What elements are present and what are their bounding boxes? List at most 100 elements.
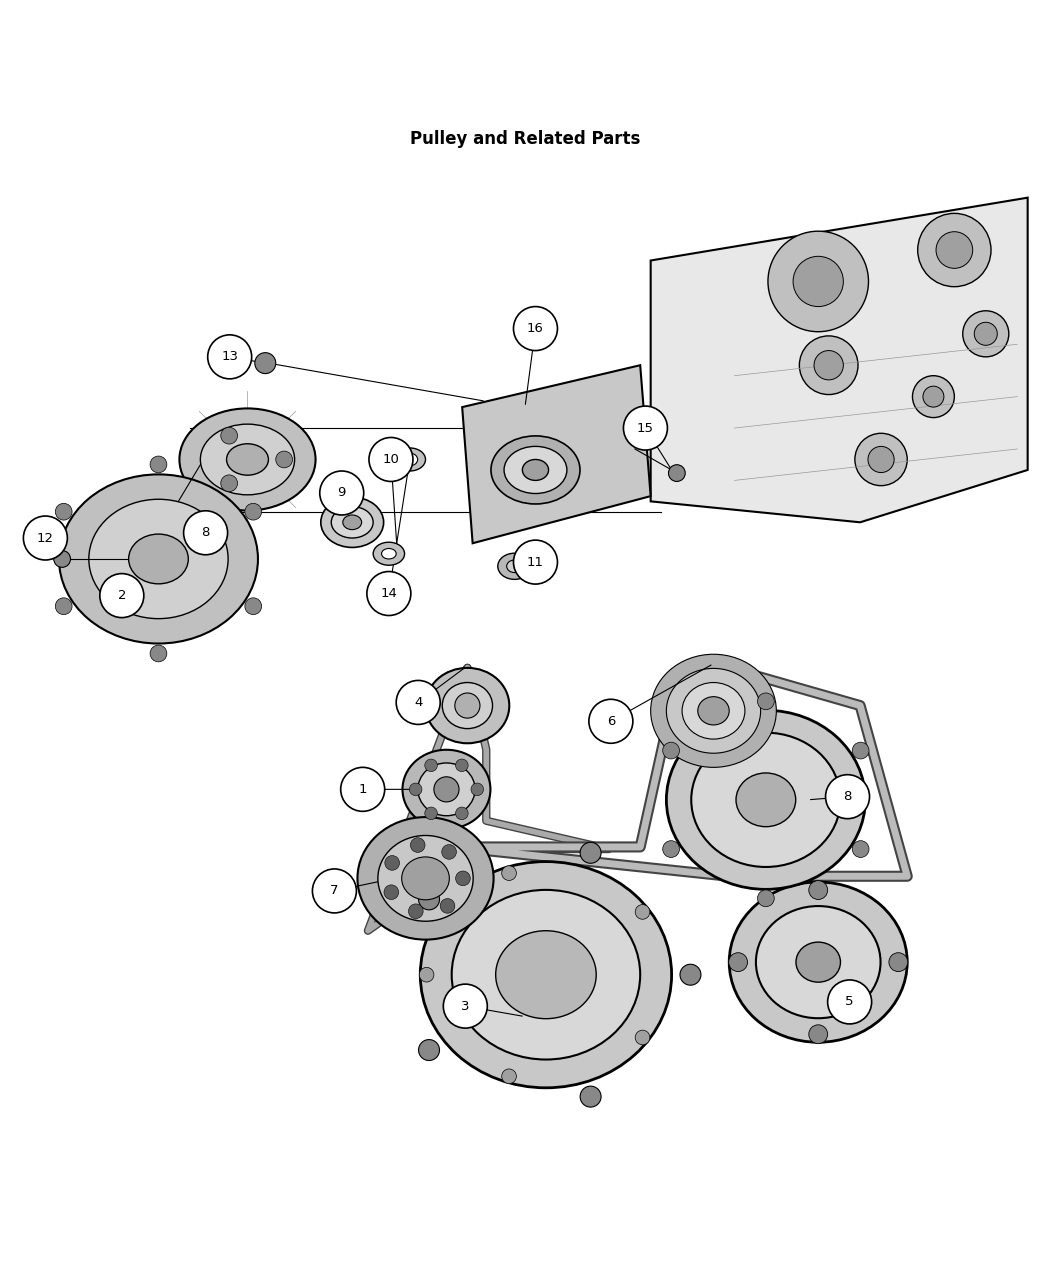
Text: 7: 7: [330, 885, 339, 898]
Ellipse shape: [729, 882, 907, 1042]
Circle shape: [808, 881, 827, 899]
Circle shape: [150, 645, 167, 662]
Ellipse shape: [342, 515, 361, 529]
Ellipse shape: [321, 497, 383, 547]
Circle shape: [974, 323, 998, 346]
Text: 8: 8: [843, 790, 852, 803]
Text: 11: 11: [527, 556, 544, 569]
Ellipse shape: [496, 931, 596, 1019]
Ellipse shape: [498, 553, 531, 579]
Circle shape: [581, 843, 601, 863]
Circle shape: [799, 335, 858, 394]
Circle shape: [889, 952, 908, 972]
Ellipse shape: [418, 762, 475, 816]
Circle shape: [366, 571, 411, 616]
Circle shape: [384, 885, 399, 900]
Text: 8: 8: [202, 527, 210, 539]
Circle shape: [768, 231, 868, 332]
Ellipse shape: [381, 548, 396, 558]
Ellipse shape: [357, 817, 493, 940]
Ellipse shape: [667, 710, 865, 890]
Circle shape: [808, 1025, 827, 1044]
Circle shape: [635, 1030, 650, 1044]
Ellipse shape: [373, 542, 404, 565]
Circle shape: [54, 551, 70, 567]
Ellipse shape: [227, 444, 269, 476]
Ellipse shape: [129, 534, 188, 584]
Circle shape: [635, 904, 650, 919]
Circle shape: [502, 1068, 517, 1084]
Text: 14: 14: [380, 586, 397, 601]
Circle shape: [581, 1086, 601, 1107]
Circle shape: [410, 783, 422, 796]
Circle shape: [419, 1039, 440, 1061]
Text: Pulley and Related Parts: Pulley and Related Parts: [410, 130, 640, 148]
Circle shape: [513, 541, 558, 584]
Circle shape: [220, 427, 237, 444]
Ellipse shape: [736, 773, 796, 826]
Text: 12: 12: [37, 532, 54, 544]
Ellipse shape: [402, 857, 449, 900]
Ellipse shape: [402, 750, 490, 829]
Text: 16: 16: [527, 323, 544, 335]
Circle shape: [255, 353, 276, 374]
Circle shape: [793, 256, 843, 306]
Circle shape: [425, 807, 438, 820]
Circle shape: [434, 776, 459, 802]
Circle shape: [245, 598, 261, 615]
Circle shape: [396, 681, 440, 724]
Circle shape: [150, 456, 167, 473]
Circle shape: [208, 335, 252, 379]
Ellipse shape: [420, 862, 672, 1088]
Ellipse shape: [402, 453, 418, 465]
Text: 9: 9: [337, 487, 345, 500]
Circle shape: [936, 232, 972, 268]
Ellipse shape: [691, 733, 840, 867]
Text: 10: 10: [382, 453, 399, 465]
Circle shape: [471, 783, 484, 796]
Polygon shape: [651, 198, 1028, 523]
Circle shape: [456, 759, 468, 771]
Ellipse shape: [180, 408, 316, 510]
Ellipse shape: [796, 942, 840, 982]
Circle shape: [425, 759, 438, 771]
Circle shape: [825, 775, 869, 819]
Circle shape: [827, 980, 872, 1024]
Ellipse shape: [394, 448, 425, 470]
Polygon shape: [462, 365, 651, 543]
Circle shape: [912, 376, 954, 418]
Ellipse shape: [667, 668, 760, 754]
Text: 4: 4: [414, 696, 422, 709]
Circle shape: [443, 984, 487, 1028]
Circle shape: [56, 598, 72, 615]
Ellipse shape: [504, 446, 567, 493]
Circle shape: [456, 807, 468, 820]
Ellipse shape: [378, 835, 474, 922]
Ellipse shape: [523, 459, 548, 481]
Ellipse shape: [442, 682, 492, 728]
Circle shape: [455, 694, 480, 718]
Circle shape: [853, 742, 869, 759]
Circle shape: [440, 899, 455, 913]
Circle shape: [624, 405, 668, 450]
Ellipse shape: [491, 436, 580, 504]
Circle shape: [918, 213, 991, 287]
Circle shape: [320, 470, 363, 515]
Circle shape: [23, 516, 67, 560]
Circle shape: [419, 889, 440, 910]
Circle shape: [502, 866, 517, 881]
Circle shape: [663, 840, 679, 858]
Circle shape: [245, 504, 261, 520]
Circle shape: [369, 437, 413, 482]
Circle shape: [313, 870, 356, 913]
Circle shape: [184, 511, 228, 555]
Circle shape: [411, 838, 425, 853]
Ellipse shape: [507, 560, 523, 572]
Circle shape: [855, 434, 907, 486]
Circle shape: [442, 844, 457, 859]
Circle shape: [729, 952, 748, 972]
Circle shape: [456, 871, 470, 886]
Ellipse shape: [89, 500, 228, 618]
Circle shape: [276, 451, 293, 468]
Circle shape: [513, 306, 558, 351]
